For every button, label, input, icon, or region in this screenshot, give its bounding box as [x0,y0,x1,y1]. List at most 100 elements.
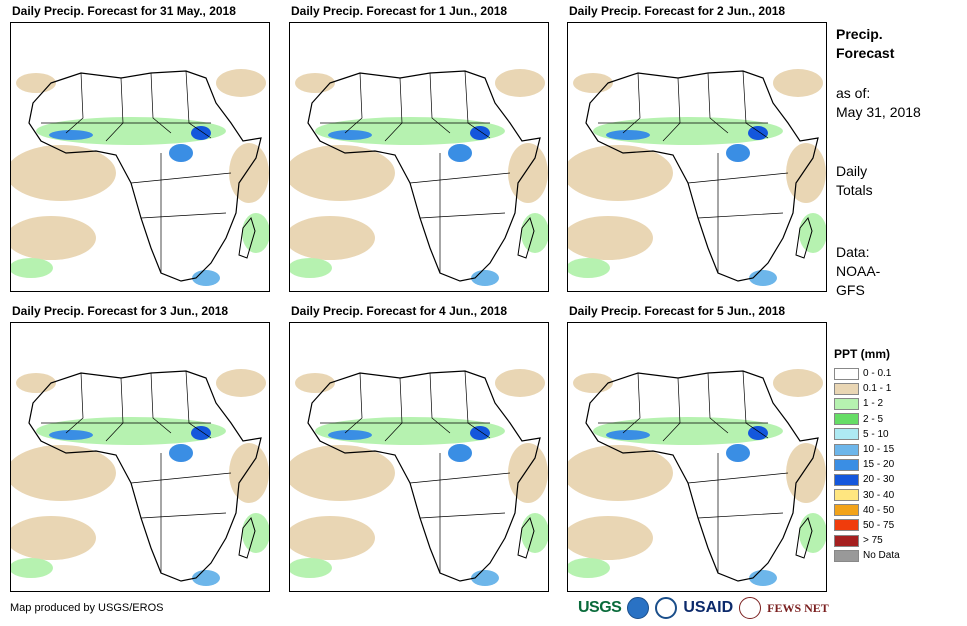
legend-swatch [834,519,859,532]
africa-coastline [307,70,541,282]
forecast-panel-5: Daily Precip. Forecast for 4 Jun., 2018 [289,304,551,594]
madagascar [238,516,256,559]
panel-title: Daily Precip. Forecast for 31 May., 2018 [12,4,236,18]
panel-title: Daily Precip. Forecast for 5 Jun., 2018 [569,304,786,318]
data-line1: Data: [836,244,870,260]
legend-swatch [834,534,859,547]
legend-item: 15 - 20 [834,457,954,472]
africa-map [290,69,548,286]
legend-label: 0.1 - 1 [863,383,892,395]
legend-swatch [834,473,859,486]
map-frame [289,322,549,592]
as-of-date: May 31, 2018 [836,104,921,120]
legend-swatch [834,549,859,562]
country-borders [41,70,232,273]
heavy-rain [49,126,220,286]
heavy-rain [606,126,777,286]
as-of-label: as of: [836,85,871,101]
legend-label: 10 - 15 [863,444,895,456]
legend-item: 10 - 15 [834,442,954,457]
seal-logo-icon [655,597,678,619]
credit-text: Map produced by USGS/EROS [10,602,164,614]
as-of: as of: May 31, 2018 [836,84,921,122]
fews-globe-icon [739,597,762,619]
dry-regions [11,369,269,560]
country-borders [320,70,511,273]
legend-label: 2 - 5 [863,413,884,425]
legend-label: > 75 [863,535,883,547]
legend-item: 20 - 30 [834,472,954,487]
country-borders [598,370,789,573]
country-borders [598,70,789,273]
usgs-logo: USGS [578,599,622,616]
heavy-rain [606,426,777,586]
legend-item: 0.1 - 1 [834,381,954,396]
africa-map [11,369,269,586]
legend-swatch [834,504,859,517]
noaa-logo-icon [627,597,650,619]
totals-line2: Totals [836,182,873,198]
madagascar [517,216,535,259]
madagascar [795,216,813,259]
legend-item: 2 - 5 [834,412,954,427]
legend-swatch [834,382,859,395]
legend-item: 1 - 2 [834,396,954,411]
legend-item: 5 - 10 [834,427,954,442]
map-frame [567,22,827,292]
africa-map [290,369,548,586]
logo-bar: USGS USAID FEWS NET [578,596,829,620]
usaid-logo: USAID [683,599,734,616]
fews-net-logo: FEWS NET [767,600,829,615]
totals-line1: Daily [836,163,868,179]
legend-label: 50 - 75 [863,519,895,531]
legend-label: 0 - 0.1 [863,368,892,380]
dry-regions [11,69,269,260]
africa-coastline [307,370,541,582]
daily-totals: Daily Totals [836,162,873,200]
forecast-panel-1: Daily Precip. Forecast for 31 May., 2018 [10,4,272,294]
side-title-line1: Precip. [836,26,883,42]
country-borders [320,370,511,573]
data-line2: NOAA- [836,263,881,279]
madagascar [795,516,813,559]
legend-rows: 0 - 0.1 0.1 - 1 1 - 2 2 - 5 5 - 10 10 - 15 15 … [834,366,954,563]
legend-item: 40 - 50 [834,503,954,518]
legend-label: 30 - 40 [863,489,895,501]
legend-title: PPT (mm) [834,347,891,361]
map-frame [289,22,549,292]
legend-label: No Data [863,550,900,562]
legend-swatch [834,413,859,426]
legend-item: No Data [834,548,954,563]
legend-label: 15 - 20 [863,459,895,471]
data-source: Data: NOAA- GFS [836,243,880,300]
africa-coastline [28,70,262,282]
heavy-rain [328,126,499,286]
panel-title: Daily Precip. Forecast for 2 Jun., 2018 [569,4,786,18]
dry-regions [568,369,826,560]
map-frame [10,22,270,292]
legend-item: > 75 [834,533,954,548]
legend-swatch [834,458,859,471]
legend-label: 5 - 10 [863,428,889,440]
side-title-line2: Forecast [836,45,895,61]
legend-swatch [834,397,859,410]
legend-item: 0 - 0.1 [834,366,954,381]
madagascar [238,216,256,259]
africa-coastline [585,70,819,282]
dry-regions [290,369,548,560]
dry-regions [568,69,826,260]
heavy-rain [328,426,499,586]
forecast-panel-3: Daily Precip. Forecast for 2 Jun., 2018 [567,4,829,294]
forecast-panel-6: Daily Precip. Forecast for 5 Jun., 2018 [567,304,829,594]
panel-title: Daily Precip. Forecast for 3 Jun., 2018 [12,304,229,318]
country-borders [41,370,232,573]
legend-swatch [834,489,859,502]
africa-map [568,369,826,586]
madagascar [517,516,535,559]
africa-coastline [585,370,819,582]
map-frame [567,322,827,592]
legend-item: 50 - 75 [834,518,954,533]
forecast-panel-2: Daily Precip. Forecast for 1 Jun., 2018 [289,4,551,294]
legend: PPT (mm) 0 - 0.1 0.1 - 1 1 - 2 2 - 5 5 - 10 1… [834,347,954,563]
heavy-rain [49,426,220,586]
